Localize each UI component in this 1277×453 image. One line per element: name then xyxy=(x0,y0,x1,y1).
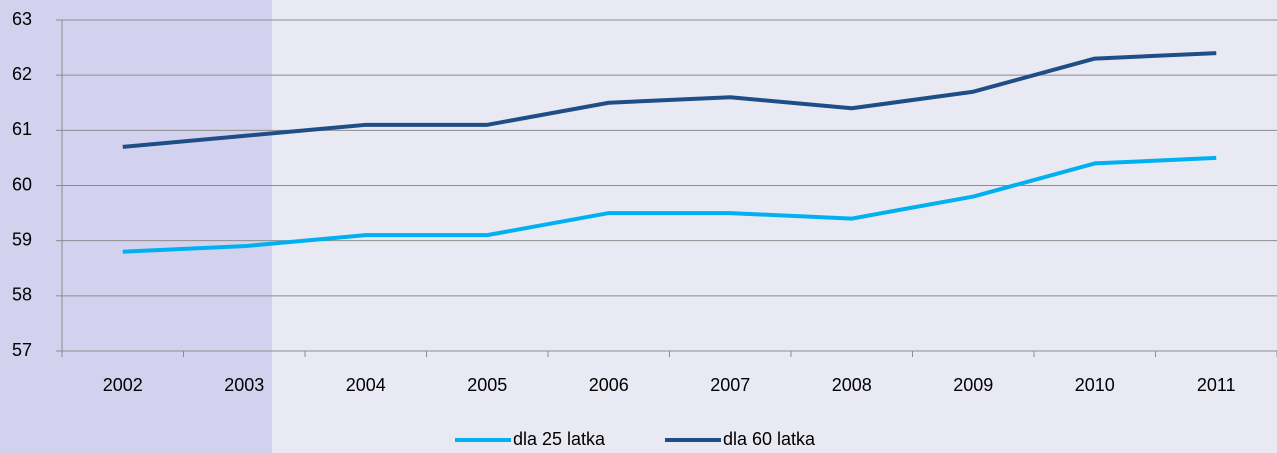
series-line xyxy=(122,51,1217,149)
x-tick-label: 2008 xyxy=(832,375,872,395)
x-tick-label: 2007 xyxy=(710,375,750,395)
x-tick-label: 2006 xyxy=(589,375,629,395)
y-tick-label: 62 xyxy=(12,64,32,84)
legend-label: dla 60 latka xyxy=(723,429,816,449)
y-tick-label: 58 xyxy=(12,285,32,305)
y-tick-label: 63 xyxy=(12,9,32,29)
y-tick-label: 60 xyxy=(12,174,32,194)
y-tick-label: 59 xyxy=(12,229,32,249)
x-tick-label: 2002 xyxy=(103,375,143,395)
x-tick-label: 2010 xyxy=(1075,375,1115,395)
legend-label: dla 25 latka xyxy=(513,429,606,449)
y-tick-label: 61 xyxy=(12,119,32,139)
x-tick-label: 2004 xyxy=(346,375,386,395)
x-tick-label: 2005 xyxy=(467,375,507,395)
x-tick-label: 2003 xyxy=(224,375,264,395)
series-line xyxy=(122,155,1217,254)
x-tick-label: 2009 xyxy=(953,375,993,395)
y-tick-label: 57 xyxy=(12,340,32,360)
x-tick-label: 2011 xyxy=(1197,375,1236,395)
